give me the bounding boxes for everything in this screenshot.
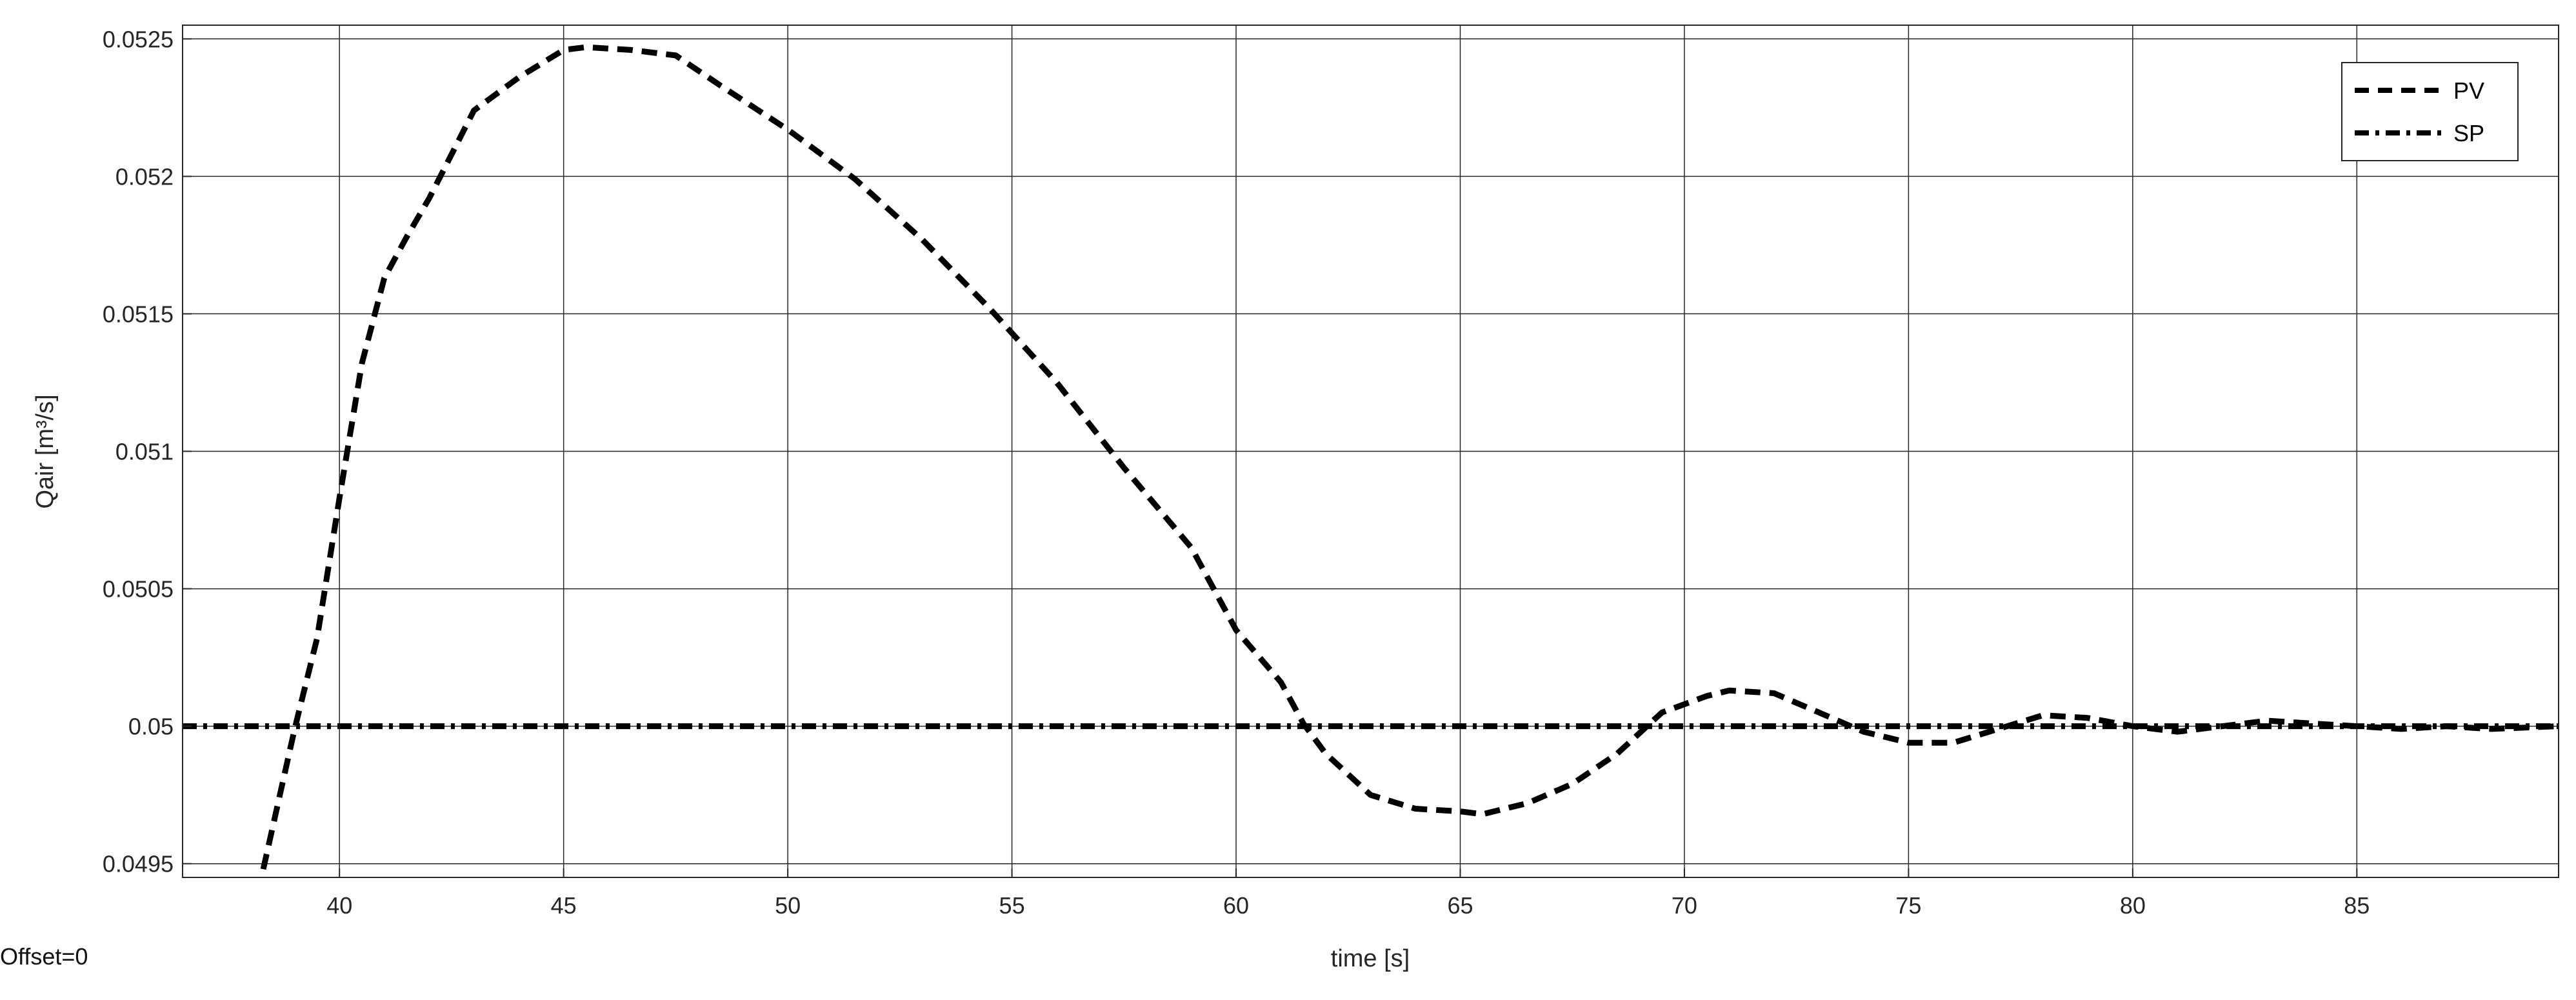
x-axis-ticks: 40 45 50 55 60 65 70 75 80 85 bbox=[326, 868, 2370, 919]
x-tick-label: 85 bbox=[2344, 892, 2370, 919]
y-tick-label: 0.0505 bbox=[103, 576, 174, 603]
y-tick-label: 0.051 bbox=[115, 439, 174, 465]
x-tick-label: 80 bbox=[2120, 892, 2146, 919]
y-tick-label: 0.05 bbox=[128, 714, 174, 740]
series-lines bbox=[183, 44, 2559, 870]
y-tick-label: 0.0525 bbox=[103, 26, 174, 52]
legend-label-pv: PV bbox=[2453, 77, 2484, 104]
y-tick-label: 0.0495 bbox=[103, 851, 174, 877]
x-tick-label: 60 bbox=[1223, 892, 1249, 919]
y-tick-label: 0.0515 bbox=[103, 301, 174, 327]
x-tick-label: 65 bbox=[1447, 892, 1473, 919]
legend-label-sp: SP bbox=[2453, 120, 2484, 146]
x-tick-label: 55 bbox=[999, 892, 1025, 919]
x-axis-label: time [s] bbox=[1331, 945, 1410, 972]
x-tick-label: 45 bbox=[551, 892, 577, 919]
x-tick-label: 40 bbox=[326, 892, 352, 919]
x-tick-label: 75 bbox=[1895, 892, 1921, 919]
grid bbox=[183, 25, 2559, 877]
y-axis-label: Qair [m³/s] bbox=[32, 394, 59, 508]
x-tick-label: 70 bbox=[1672, 892, 1697, 919]
y-axis-ticks: 0.0495 0.05 0.0505 0.051 0.0515 0.052 0.0525 bbox=[103, 26, 192, 877]
legend: PV SP bbox=[2341, 62, 2519, 161]
series-line-pv bbox=[260, 44, 2559, 870]
legend-box bbox=[2341, 62, 2519, 161]
offset-label: Offset=0 bbox=[0, 943, 88, 970]
x-tick-label: 50 bbox=[775, 892, 801, 919]
y-tick-label: 0.052 bbox=[115, 163, 174, 190]
